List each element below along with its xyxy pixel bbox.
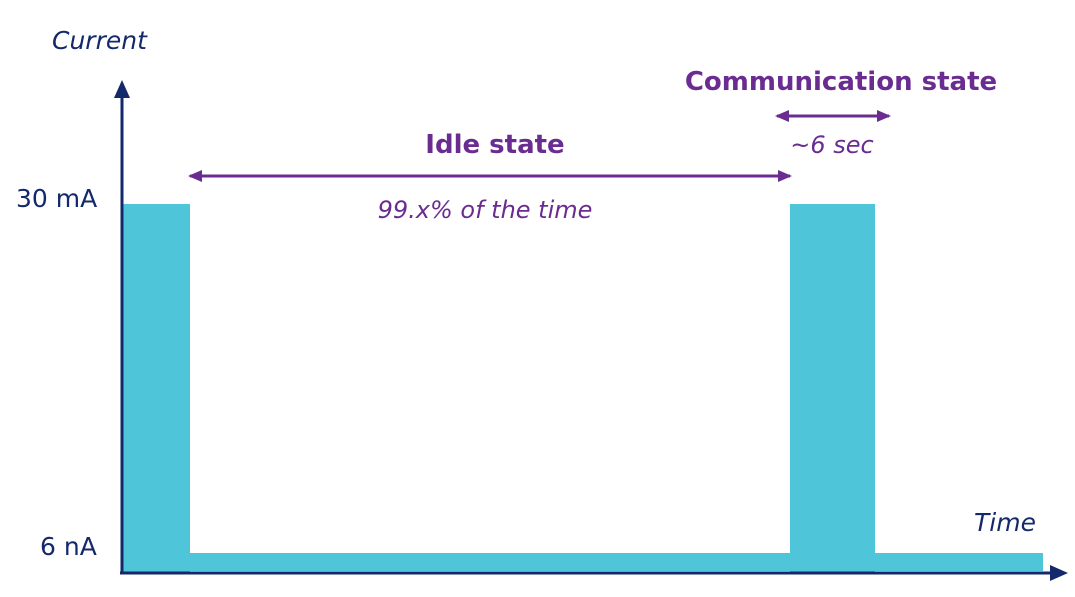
- idle-state-title: Idle state: [425, 130, 564, 160]
- communication-state-note: ~6 sec: [790, 131, 873, 159]
- x-axis-title: Time: [974, 508, 1036, 537]
- y-tick-6na: 6 nA: [40, 532, 97, 561]
- arrow-up-icon: [114, 80, 130, 98]
- communication-state-title: Communication state: [685, 67, 997, 97]
- idle-current-baseline-right: [875, 553, 1043, 571]
- high-current-bar-left: [122, 204, 190, 573]
- y-tick-30ma: 30 mA: [16, 184, 97, 213]
- y-axis-title: Current: [52, 26, 148, 55]
- high-current-bar-communication: [790, 204, 875, 573]
- idle-state-note: 99.x% of the time: [378, 196, 593, 224]
- arrow-right-icon: [1050, 565, 1068, 581]
- idle-current-baseline: [190, 553, 790, 571]
